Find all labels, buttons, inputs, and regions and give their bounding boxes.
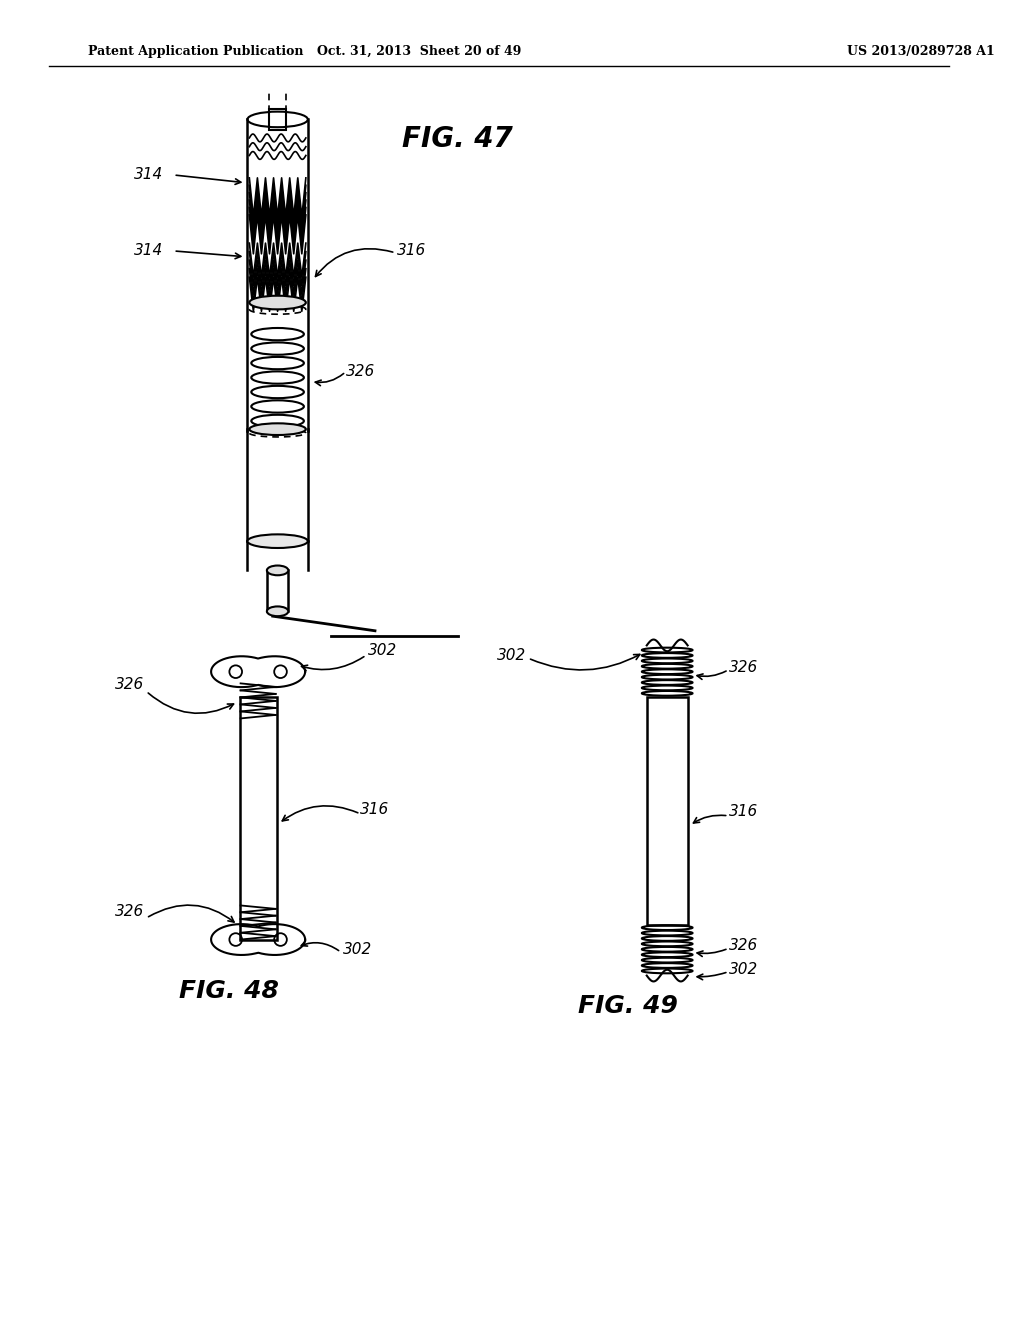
Text: FIG. 47: FIG. 47	[402, 125, 513, 153]
Text: 326: 326	[728, 660, 758, 675]
Text: 316: 316	[360, 801, 390, 817]
Text: 302: 302	[728, 962, 758, 977]
Bar	[647, 697, 688, 925]
Text: 302: 302	[497, 648, 526, 663]
Text: 326: 326	[346, 364, 375, 379]
Text: Oct. 31, 2013  Sheet 20 of 49: Oct. 31, 2013 Sheet 20 of 49	[316, 45, 521, 58]
Text: FIG. 48: FIG. 48	[179, 979, 279, 1003]
Ellipse shape	[250, 296, 306, 309]
Ellipse shape	[248, 535, 308, 548]
Text: FIG. 49: FIG. 49	[579, 994, 678, 1018]
Text: 302: 302	[369, 643, 397, 659]
Text: 314: 314	[134, 243, 164, 259]
Text: 302: 302	[343, 942, 372, 957]
Bar	[240, 697, 276, 940]
Ellipse shape	[250, 424, 306, 436]
Ellipse shape	[267, 565, 289, 576]
Text: 326: 326	[115, 677, 144, 692]
Bar	[269, 108, 287, 131]
Text: 316: 316	[728, 804, 758, 818]
Text: 326: 326	[728, 939, 758, 953]
Text: 314: 314	[134, 168, 164, 182]
Ellipse shape	[267, 606, 289, 616]
Text: 316: 316	[397, 243, 427, 259]
Text: US 2013/0289728 A1: US 2013/0289728 A1	[848, 45, 995, 58]
Text: 326: 326	[115, 904, 144, 919]
Text: Patent Application Publication: Patent Application Publication	[88, 45, 303, 58]
